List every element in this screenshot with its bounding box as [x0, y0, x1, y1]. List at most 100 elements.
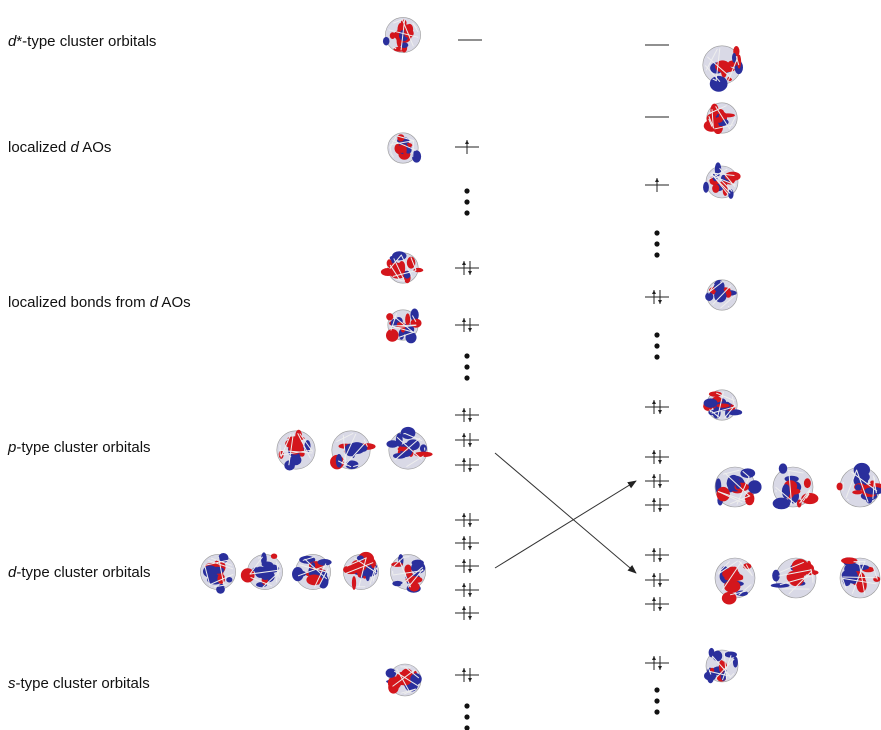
ellipsis-dot: [464, 714, 469, 719]
electron-head: [658, 300, 662, 304]
electron-head: [658, 666, 662, 670]
ellipsis-dot: [654, 241, 659, 246]
orbital-picture: [704, 103, 737, 134]
electron-head: [652, 597, 656, 601]
electron-head: [462, 559, 466, 563]
lobe: [748, 480, 762, 493]
label-part: -type cluster orbitals: [16, 675, 150, 692]
orbital-picture: [200, 553, 235, 594]
electron-head: [462, 408, 466, 412]
orbital-diagram: d*-type cluster orbitalslocalized d AOsl…: [0, 0, 881, 730]
lobe: [400, 263, 405, 274]
orbital-picture: [390, 554, 425, 593]
electron-head: [462, 458, 466, 462]
electron-head: [468, 468, 472, 472]
ellipsis-dot: [654, 354, 659, 359]
electron-head: [462, 318, 466, 322]
electron-head: [462, 513, 466, 517]
orbital-picture: [343, 552, 378, 590]
bond: [776, 490, 777, 492]
label-part: *-type cluster orbitals: [16, 33, 156, 50]
ellipsis-dot: [654, 343, 659, 348]
lobe: [725, 172, 741, 181]
lobe: [716, 404, 730, 408]
lobe: [852, 490, 862, 494]
orbital-picture: [330, 431, 376, 470]
ellipsis-dot: [464, 210, 469, 215]
lobe: [801, 493, 818, 504]
row-label: p-type cluster orbitals: [7, 439, 151, 456]
electron-head: [658, 484, 662, 488]
row-label: d-type cluster orbitals: [8, 564, 151, 581]
lobe: [771, 583, 790, 587]
electron-head: [468, 418, 472, 422]
orbital-picture: [715, 467, 762, 507]
orbital-picture: [386, 427, 432, 469]
ellipsis-dot: [464, 199, 469, 204]
electron-head: [468, 569, 472, 573]
lobe: [710, 76, 728, 92]
label-part: p: [7, 439, 16, 456]
electron-head: [658, 460, 662, 464]
electron-head: [652, 548, 656, 552]
orbital-picture: [703, 390, 742, 420]
row-label: s-type cluster orbitals: [8, 675, 150, 692]
label-part: AOs: [158, 294, 191, 311]
orbital-picture: [773, 463, 819, 509]
lobe: [317, 559, 331, 566]
orbital-picture: [771, 558, 819, 598]
ellipsis-dot: [654, 687, 659, 692]
lobe: [386, 329, 399, 342]
orbital-picture: [386, 309, 422, 344]
orbital-picture: [292, 554, 332, 589]
orbital-picture: [837, 463, 881, 507]
ellipsis-dot: [464, 364, 469, 369]
lobe: [848, 573, 859, 584]
lobe: [740, 468, 755, 478]
bond: [728, 306, 729, 307]
lobe: [357, 564, 362, 577]
lobe: [383, 37, 389, 46]
orbital-picture: [705, 280, 737, 310]
row-label: localized bonds from d AOs: [8, 294, 191, 311]
label-part: localized bonds from: [8, 294, 150, 311]
lobe: [733, 656, 738, 667]
ellipsis-dot: [654, 332, 659, 337]
orbital-picture: [381, 251, 423, 283]
electron-head: [652, 498, 656, 502]
electron-head: [462, 536, 466, 540]
lobe: [804, 478, 811, 488]
ellipsis-dot: [464, 353, 469, 358]
lobe: [420, 444, 427, 452]
lobe: [704, 398, 718, 407]
lobe: [855, 484, 861, 491]
electron-head: [652, 400, 656, 404]
electron-head: [468, 678, 472, 682]
lobe: [352, 576, 356, 590]
electron-head: [652, 573, 656, 577]
lobe: [211, 567, 225, 574]
electron-head: [468, 523, 472, 527]
ellipsis-dot: [464, 375, 469, 380]
ellipsis-dot: [464, 725, 469, 730]
orbital-picture: [383, 17, 421, 52]
lobe: [712, 184, 719, 193]
orbital-picture: [703, 46, 743, 92]
electron-head: [652, 290, 656, 294]
lobe: [724, 580, 740, 593]
label-part: AOs: [79, 139, 112, 156]
electron-head: [462, 261, 466, 265]
lobe: [779, 463, 788, 473]
electron-head: [655, 178, 659, 182]
electron-head: [462, 668, 466, 672]
electron-head: [658, 508, 662, 512]
electron-head: [652, 450, 656, 454]
ellipsis-dot: [654, 709, 659, 714]
row-label: localized d AOs: [8, 139, 111, 156]
bond: [403, 557, 409, 558]
electron-head: [652, 474, 656, 478]
label-part: localized: [8, 139, 71, 156]
orbital-picture: [277, 430, 315, 471]
lobe: [366, 571, 370, 581]
lobe: [405, 313, 410, 325]
